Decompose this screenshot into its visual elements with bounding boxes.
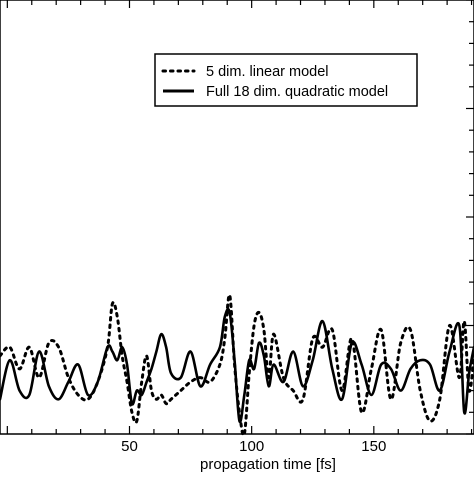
legend: 5 dim. linear model Full 18 dim. quadrat…	[154, 53, 418, 107]
x-tick-label: 50	[121, 438, 138, 455]
axis-ticks: 50 100 150	[6, 0, 474, 455]
x-tick-label: 100	[239, 438, 264, 455]
series-layer	[0, 293, 474, 437]
x-tick-label: 150	[361, 438, 386, 455]
legend-box	[154, 53, 418, 107]
series-quadratic-model	[0, 307, 474, 424]
x-axis-label: propagation time [fs]	[200, 456, 336, 473]
legend-label-linear-model: 5 dim. linear model	[206, 64, 329, 80]
series-linear-model	[0, 293, 474, 437]
legend-label-quadratic-model: Full 18 dim. quadratic model	[206, 84, 388, 100]
plot-frame	[0, 0, 474, 435]
